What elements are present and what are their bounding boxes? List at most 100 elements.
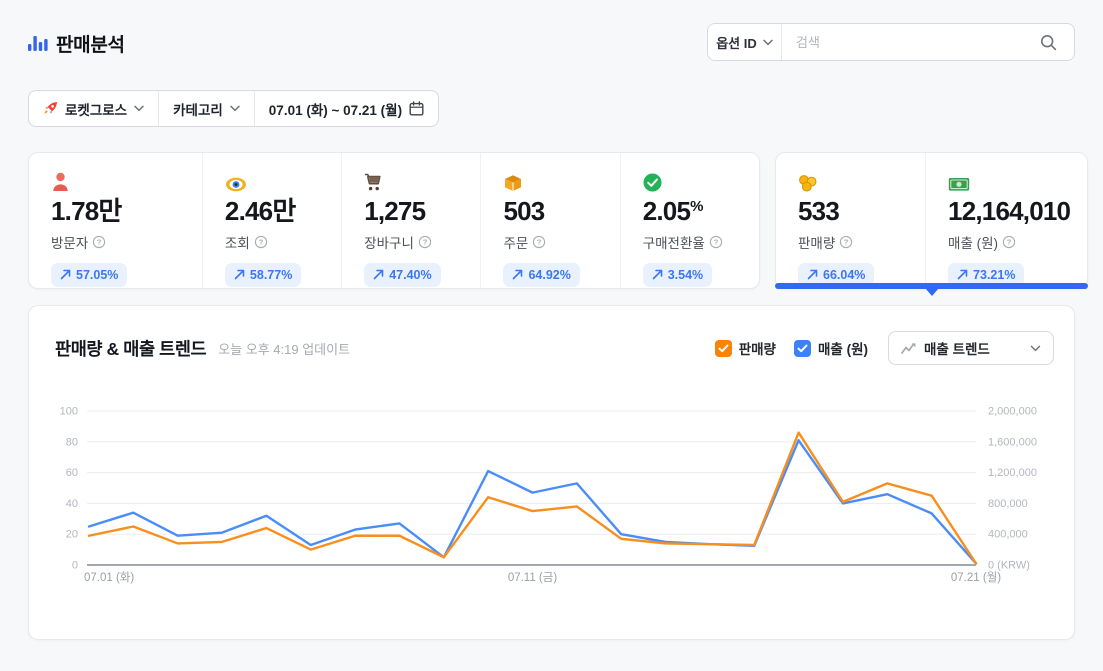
package-icon: [505, 175, 522, 191]
bar-chart-logo-icon: [28, 36, 48, 51]
question-icon[interactable]: ?: [418, 235, 432, 249]
stat-value: 503: [503, 196, 545, 226]
stat-orders[interactable]: 503 주문 ? 64.92%: [480, 153, 619, 288]
stat-value: 1,275: [364, 196, 426, 226]
svg-text:?: ?: [537, 237, 542, 246]
stat-label: 조회: [224, 235, 250, 251]
change-value: 66.04%: [823, 267, 866, 282]
stat-value: 2.46만: [224, 196, 296, 226]
question-icon[interactable]: ?: [254, 235, 268, 249]
stat-value: 1.78만: [51, 196, 122, 226]
search-button[interactable]: [1040, 34, 1074, 51]
search-type-dropdown[interactable]: 옵션 ID: [708, 24, 782, 60]
svg-text:400,000: 400,000: [988, 529, 1028, 541]
eye-icon: [225, 177, 246, 192]
question-icon[interactable]: ?: [92, 235, 106, 249]
svg-text:20: 20: [66, 529, 78, 541]
svg-text:?: ?: [97, 237, 102, 246]
svg-text:?: ?: [423, 237, 428, 246]
stat-value: 533: [798, 196, 840, 226]
trend-type-dropdown[interactable]: 매출 트렌드: [888, 331, 1054, 365]
svg-text:80: 80: [66, 436, 78, 448]
trend-chart-card: 판매량 & 매출 트렌드 오늘 오후 4:19 업데이트 판매량 매출 (원): [28, 305, 1075, 640]
legend-label-sales: 판매량: [738, 342, 776, 357]
stat-value-suffix: %: [690, 198, 704, 215]
trend-up-icon: [373, 269, 384, 280]
stat-revenue[interactable]: 12,164,010 매출 (원) ? 73.21%: [925, 153, 1087, 288]
change-value: 57.05%: [76, 267, 119, 282]
channel-filter-label: 로켓그로스: [65, 102, 128, 118]
change-value: 58.77%: [249, 267, 293, 282]
svg-text:100: 100: [60, 406, 78, 418]
stat-label: 매출 (원): [948, 235, 999, 251]
chart-updated-timestamp: 오늘 오후 4:19 업데이트: [218, 341, 351, 357]
stat-label: 주문: [503, 235, 529, 251]
question-icon[interactable]: ?: [839, 235, 853, 249]
trend-up-icon: [60, 269, 71, 280]
series-line-left: [87, 431, 978, 565]
stat-label: 판매량: [798, 235, 836, 251]
chart-title: 판매량 & 매출 트렌드: [55, 338, 207, 359]
stat-label: 구매전환율: [642, 235, 705, 251]
svg-text:?: ?: [1007, 237, 1012, 246]
stat-conversion-rate[interactable]: 2.05% 구매전환율 ? 3.54%: [619, 153, 759, 288]
svg-text:07.21 (월): 07.21 (월): [951, 571, 1001, 584]
legend-toggle-revenue[interactable]: 매출 (원): [793, 338, 868, 358]
change-value: 3.54%: [667, 267, 704, 282]
svg-text:?: ?: [258, 237, 263, 246]
search-bar: 옵션 ID: [707, 23, 1075, 61]
legend-label-revenue: 매출 (원): [817, 342, 868, 357]
svg-text:0 (KRW): 0 (KRW): [988, 560, 1030, 572]
stat-visitors[interactable]: 1.78만 방문자 ? 57.05%: [29, 153, 202, 288]
svg-text:1,200,000: 1,200,000: [988, 467, 1037, 479]
chart-axis-labels: 0 0 (KRW) 20 400,000 40 800,000 60 1,200,000 80 1…: [60, 406, 1037, 585]
svg-text:60: 60: [66, 467, 78, 479]
trend-up-icon: [513, 269, 523, 280]
change-badge: 58.77%: [224, 262, 302, 287]
change-value: 73.21%: [973, 267, 1016, 282]
channel-filter-dropdown[interactable]: 로켓그로스: [29, 91, 158, 126]
svg-text:800,000: 800,000: [988, 498, 1028, 510]
sales-revenue-card: 533 판매량 ? 66.04% 12,164,010 매출 (원) ?: [775, 152, 1088, 289]
change-badge: 57.05%: [51, 262, 128, 287]
coins-icon: [799, 175, 817, 192]
checkbox-checked-icon: [714, 339, 732, 357]
date-range-picker[interactable]: 07.01 (화) ~ 07.21 (월): [253, 91, 438, 126]
question-icon[interactable]: ?: [709, 235, 723, 249]
stat-label: 방문자: [51, 235, 89, 251]
svg-text:1,600,000: 1,600,000: [988, 436, 1037, 448]
category-filter-label: 카테고리: [173, 102, 223, 118]
money-icon: [948, 178, 970, 191]
chevron-down-icon: [763, 39, 773, 45]
trend-type-label: 매출 트렌드: [924, 342, 990, 357]
question-icon[interactable]: ?: [532, 235, 546, 249]
chart-header: 판매량 & 매출 트렌드 오늘 오후 4:19 업데이트 판매량 매출 (원): [29, 306, 1074, 365]
change-value: 47.40%: [389, 267, 432, 282]
selected-card-indicator: [775, 283, 1088, 289]
stat-label: 장바구니: [364, 235, 414, 251]
trend-up-icon: [234, 269, 245, 280]
trend-up-icon: [652, 269, 663, 280]
search-type-label: 옵션 ID: [716, 35, 757, 51]
category-filter-dropdown[interactable]: 카테고리: [158, 91, 254, 126]
stats-summary-card: 1.78만 방문자 ? 57.05% 2.46만 조회 ?: [28, 152, 760, 289]
date-range-label: 07.01 (화) ~ 07.21 (월): [268, 102, 403, 118]
legend-toggle-sales[interactable]: 판매량: [714, 338, 776, 358]
change-badge: 64.92%: [503, 262, 580, 287]
calendar-icon: [409, 101, 424, 116]
checkbox-checked-icon: [793, 339, 811, 357]
stat-views[interactable]: 2.46만 조회 ? 58.77%: [201, 153, 341, 288]
svg-text:07.01 (화): 07.01 (화): [84, 571, 134, 584]
filter-bar: 로켓그로스 카테고리 07.01 (화) ~ 07.21 (월): [28, 90, 440, 127]
search-input[interactable]: [782, 34, 1040, 50]
change-value: 64.92%: [528, 267, 571, 282]
stat-cart[interactable]: 1,275 장바구니 ? 47.40%: [341, 153, 480, 288]
trend-chart: 0 0 (KRW) 20 400,000 40 800,000 60 1,200,000 80 1…: [60, 406, 1037, 585]
trend-up-icon: [807, 269, 818, 280]
trend-line-icon: [901, 342, 916, 354]
stat-sales-volume[interactable]: 533 판매량 ? 66.04%: [776, 153, 925, 288]
chevron-down-icon: [134, 105, 144, 112]
question-icon[interactable]: ?: [1002, 235, 1016, 249]
chevron-down-icon: [230, 105, 240, 112]
